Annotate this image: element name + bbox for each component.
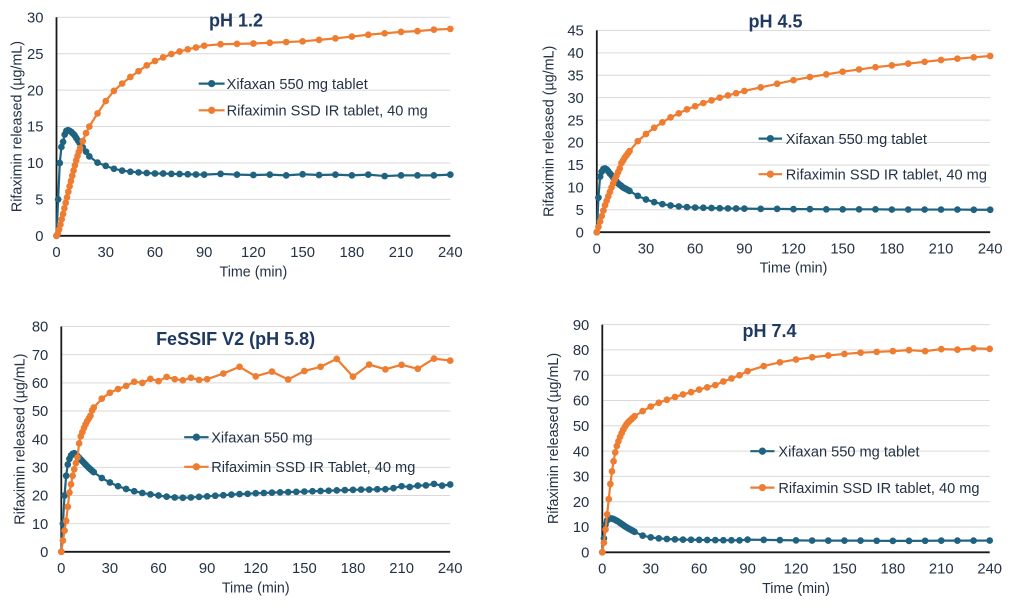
svg-text:pH 4.5: pH 4.5 [748,11,802,31]
svg-text:Rifaximin SSD IR tablet, 40 mg: Rifaximin SSD IR tablet, 40 mg [778,481,979,497]
svg-text:90: 90 [573,318,589,334]
svg-text:Rifaximin SSD IR tablet, 40 mg: Rifaximin SSD IR tablet, 40 mg [227,104,428,120]
svg-text:5: 5 [576,203,584,219]
svg-text:Time (min): Time (min) [762,581,830,597]
svg-text:Rifaximin released (µg/mL): Rifaximin released (µg/mL) [9,41,25,212]
svg-text:240: 240 [978,241,1003,257]
svg-text:50: 50 [32,404,48,420]
svg-text:120: 120 [784,562,809,578]
svg-text:10: 10 [32,517,48,533]
svg-text:40: 40 [573,444,589,460]
svg-text:180: 180 [341,561,366,577]
svg-text:70: 70 [32,348,48,364]
svg-text:30: 30 [27,10,43,26]
svg-text:90: 90 [736,241,752,257]
svg-text:40: 40 [32,432,48,448]
svg-text:Xifaxan 550 mg tablet: Xifaxan 550 mg tablet [778,444,919,460]
svg-text:25: 25 [27,47,43,63]
svg-text:15: 15 [567,158,583,174]
svg-text:30: 30 [642,562,658,578]
svg-text:10: 10 [27,156,43,172]
svg-text:40: 40 [567,46,583,62]
svg-text:Xifaxan 550 mg tablet: Xifaxan 550 mg tablet [786,132,927,148]
svg-text:30: 30 [97,245,113,261]
svg-text:30: 30 [573,470,589,486]
svg-text:80: 80 [32,320,48,336]
svg-text:Xifaxan 550 mg: Xifaxan 550 mg [211,430,312,446]
svg-text:0: 0 [576,225,584,241]
svg-text:120: 120 [243,561,268,577]
svg-text:pH 7.4: pH 7.4 [742,321,796,341]
svg-text:FeSSIF V2 (pH 5.8): FeSSIF V2 (pH 5.8) [156,329,315,349]
svg-text:240: 240 [438,245,463,261]
svg-text:5: 5 [35,193,43,209]
svg-text:210: 210 [929,562,954,578]
svg-text:90: 90 [199,561,215,577]
svg-text:Time (min): Time (min) [222,580,290,596]
svg-text:240: 240 [438,561,463,577]
svg-text:90: 90 [739,562,755,578]
svg-text:60: 60 [32,376,48,392]
svg-text:0: 0 [40,545,48,561]
svg-text:180: 180 [880,562,905,578]
svg-text:20: 20 [573,495,589,511]
svg-text:210: 210 [929,241,954,257]
svg-text:Rifaximin SSD IR Tablet, 40 mg: Rifaximin SSD IR Tablet, 40 mg [211,460,415,476]
svg-text:Time (min): Time (min) [220,264,288,280]
svg-text:10: 10 [567,181,583,197]
svg-text:80: 80 [573,343,589,359]
svg-text:35: 35 [567,68,583,84]
svg-text:0: 0 [57,561,65,577]
svg-text:60: 60 [150,561,166,577]
svg-text:pH 1.2: pH 1.2 [209,10,263,30]
svg-text:30: 30 [567,91,583,107]
svg-text:60: 60 [573,394,589,410]
svg-text:30: 30 [638,241,654,257]
svg-text:30: 30 [102,561,118,577]
svg-text:25: 25 [567,113,583,129]
svg-text:50: 50 [573,419,589,435]
svg-text:90: 90 [196,245,212,261]
svg-text:60: 60 [687,241,703,257]
svg-text:150: 150 [292,561,317,577]
svg-text:0: 0 [35,229,43,245]
svg-text:Time (min): Time (min) [760,261,828,277]
svg-text:0: 0 [593,241,601,257]
svg-text:20: 20 [27,83,43,99]
svg-text:210: 210 [389,561,414,577]
svg-text:150: 150 [290,245,315,261]
svg-text:120: 120 [241,245,266,261]
svg-text:Rifaximin released (µg/mL): Rifaximin released (µg/mL) [12,354,28,525]
svg-text:180: 180 [339,245,364,261]
svg-text:20: 20 [32,489,48,505]
svg-text:20: 20 [567,136,583,152]
svg-text:70: 70 [573,368,589,384]
svg-text:120: 120 [781,241,806,257]
svg-text:Rifaximin SSD IR tablet, 40 mg: Rifaximin SSD IR tablet, 40 mg [786,167,987,183]
svg-text:Rifaximin released (µg/mL): Rifaximin released (µg/mL) [546,353,562,524]
svg-text:10: 10 [573,520,589,536]
svg-text:150: 150 [830,241,855,257]
svg-text:150: 150 [832,562,857,578]
svg-text:60: 60 [147,245,163,261]
svg-text:0: 0 [598,562,606,578]
svg-text:210: 210 [389,245,414,261]
svg-text:0: 0 [52,245,60,261]
svg-text:30: 30 [32,461,48,477]
svg-text:Xifaxan 550 mg tablet: Xifaxan 550 mg tablet [227,77,368,93]
svg-text:15: 15 [27,120,43,136]
svg-text:45: 45 [567,24,583,40]
svg-text:60: 60 [691,562,707,578]
svg-text:240: 240 [977,562,1002,578]
svg-text:Rifaximin released (µg/mL): Rifaximin released (µg/mL) [541,46,557,217]
svg-text:180: 180 [879,241,904,257]
svg-text:0: 0 [581,546,589,562]
